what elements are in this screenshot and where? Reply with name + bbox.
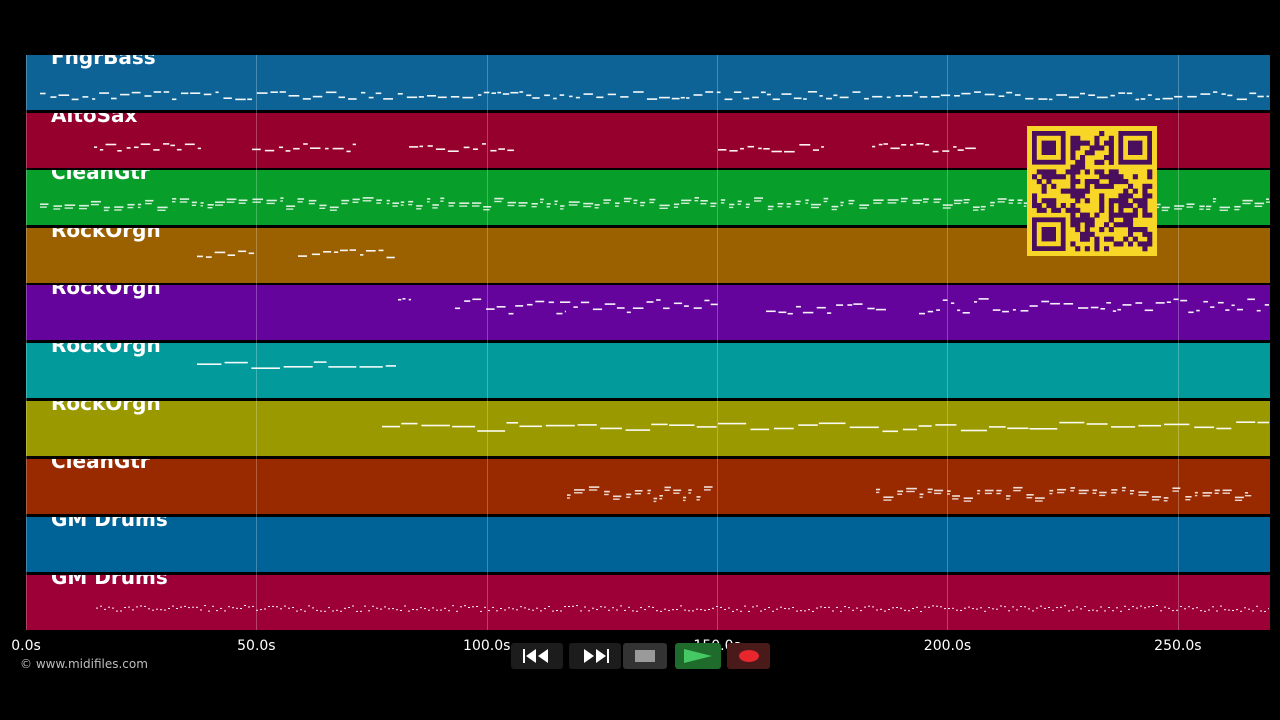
note-roll (197, 249, 395, 259)
track-name: GM Drums (51, 575, 168, 589)
track-name: CleanGtr (51, 459, 150, 473)
track-lane[interactable]: GM Drums (26, 575, 1270, 630)
copyright-text: © www.midifiles.com (20, 657, 148, 671)
track-name: RockOrgn (51, 228, 161, 242)
track-name: CleanGtr (51, 170, 150, 184)
stop-icon (635, 650, 655, 662)
track-lane[interactable]: FngrBass (26, 55, 1270, 110)
track-lane[interactable]: GM Drums (26, 517, 1270, 572)
track-lanes: FngrBass AltoSax CleanGtr RockOrgn RockOrgn R… (26, 55, 1270, 630)
note-roll (382, 421, 1269, 433)
track-name: RockOrgn (51, 343, 161, 357)
track-lane[interactable]: RockOrgn (26, 285, 1270, 340)
track-name: FngrBass (51, 55, 156, 69)
track-lane[interactable]: RockOrgn (26, 401, 1270, 456)
time-label-250: 250.0s (1154, 638, 1202, 654)
note-roll (567, 486, 1252, 503)
stop-button[interactable] (623, 643, 667, 669)
track-name: AltoSax (51, 113, 138, 127)
time-label-0: 0.0s (11, 638, 41, 654)
track-lane[interactable]: RockOrgn (26, 343, 1270, 398)
note-roll (40, 91, 1269, 101)
transport-controls (511, 643, 770, 669)
play-button[interactable] (675, 643, 721, 669)
record-icon (738, 650, 759, 662)
time-label-50: 50.0s (237, 638, 276, 654)
play-icon (684, 649, 712, 663)
fast-forward-icon (584, 649, 609, 663)
note-roll (398, 298, 1270, 315)
time-label-100: 100.0s (463, 638, 511, 654)
note-roll (26, 517, 1270, 572)
track-name: RockOrgn (51, 401, 161, 415)
fast-forward-button[interactable] (569, 643, 621, 669)
note-roll (96, 605, 1269, 612)
track-lane[interactable]: CleanGtr (26, 459, 1270, 514)
track-name: GM Drums (51, 517, 168, 531)
qr-code (1027, 126, 1157, 256)
track-name: RockOrgn (51, 285, 161, 299)
time-label-200: 200.0s (923, 638, 972, 654)
rewind-icon (523, 649, 548, 663)
record-button[interactable] (727, 643, 770, 669)
note-roll (197, 361, 397, 369)
note-roll (94, 143, 976, 153)
rewind-button[interactable] (511, 643, 563, 669)
